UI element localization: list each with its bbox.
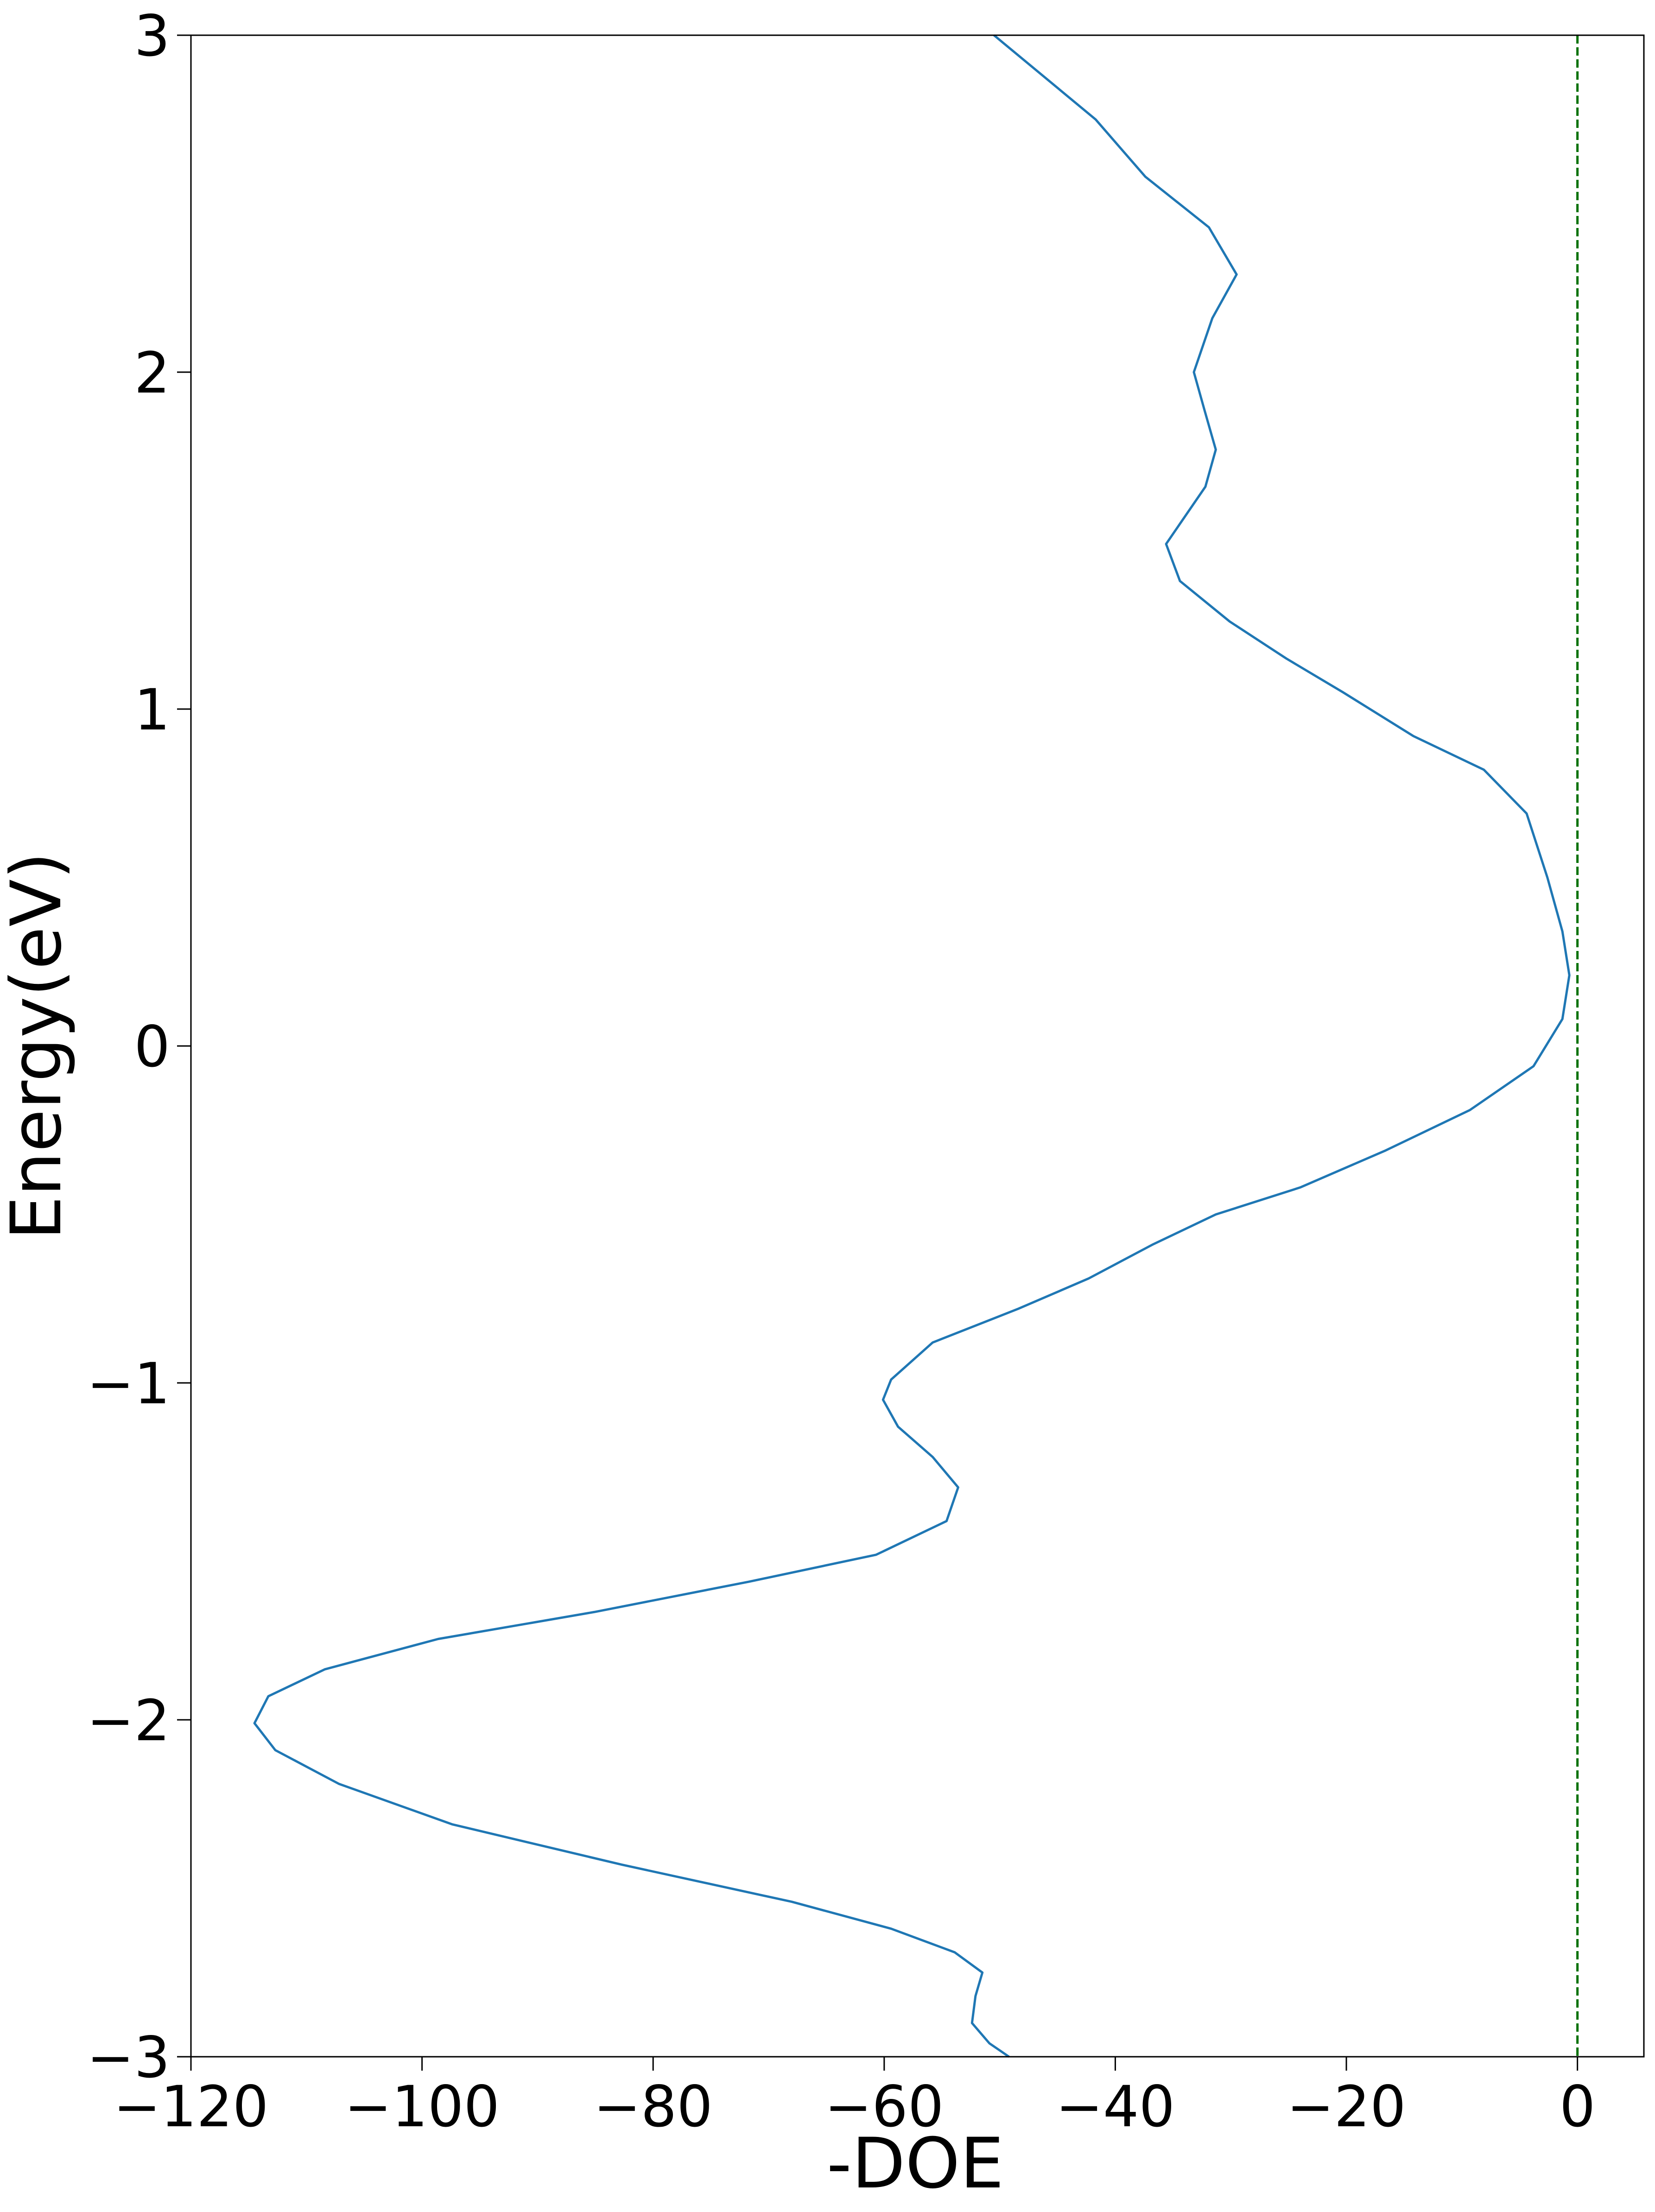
y-tick-label: −3 xyxy=(87,2025,170,2091)
y-tick-label: −1 xyxy=(87,1351,170,1417)
dos-line xyxy=(253,34,1571,2058)
x-tick-label: −100 xyxy=(344,2074,500,2140)
x-tick-label: −80 xyxy=(593,2074,712,2140)
x-tick-label: 0 xyxy=(1560,2074,1596,2140)
y-tick-label: 2 xyxy=(134,340,170,406)
x-tick-label: −40 xyxy=(1056,2074,1175,2140)
y-tick-label: 0 xyxy=(134,1014,170,1080)
x-axis-label: -DOE xyxy=(827,2123,1004,2204)
y-tick-label: 3 xyxy=(134,3,170,69)
x-tick-label: −60 xyxy=(824,2074,944,2140)
x-tick-label: −120 xyxy=(113,2074,268,2140)
y-tick-label: −2 xyxy=(87,1688,170,1754)
y-tick-label: 1 xyxy=(134,677,170,743)
plot-frame xyxy=(190,34,1645,2058)
y-axis-label: Energy(eV) xyxy=(0,852,77,1240)
x-tick-label: −20 xyxy=(1287,2074,1406,2140)
